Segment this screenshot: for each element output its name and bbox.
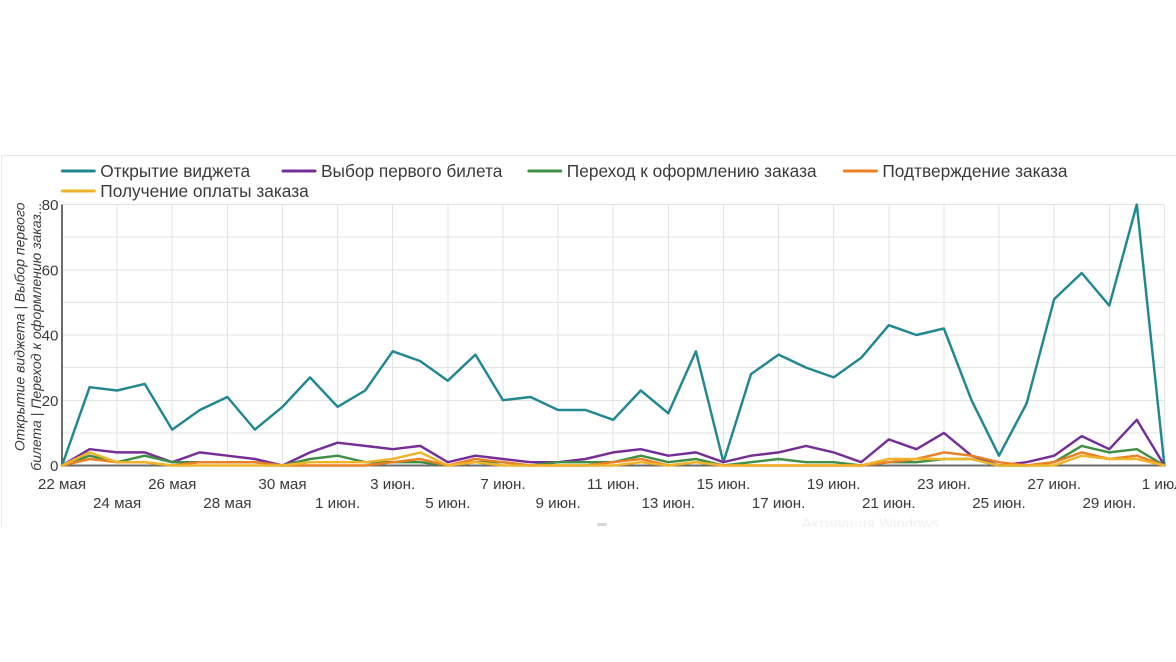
svg-text:билета | Переход к оформлению: билета | Переход к оформлению заказ...	[28, 203, 44, 471]
svg-text:Активация Windows: Активация Windows	[802, 516, 940, 533]
svg-text:Выбор первого билета: Выбор первого билета	[321, 161, 503, 181]
svg-text:22 мая: 22 мая	[38, 476, 86, 493]
svg-text:Подтверждение заказа: Подтверждение заказа	[882, 161, 1068, 181]
svg-text:9 июн.: 9 июн.	[536, 495, 581, 512]
svg-text:19 июн.: 19 июн.	[807, 476, 861, 493]
svg-text:20: 20	[42, 393, 59, 410]
svg-text:21 июн.: 21 июн.	[862, 495, 916, 512]
svg-text:26 мая: 26 мая	[148, 476, 196, 493]
svg-text:Открытие виджета | Выбор перво: Открытие виджета | Выбор первого	[11, 202, 27, 451]
svg-text:40: 40	[42, 328, 59, 345]
svg-text:23 июн.: 23 июн.	[917, 476, 971, 493]
svg-text:25 июн.: 25 июн.	[972, 495, 1026, 512]
svg-text:30 мая: 30 мая	[258, 476, 306, 493]
svg-text:Переход к оформлению заказа: Переход к оформлению заказа	[567, 161, 817, 181]
svg-text:Получение оплаты заказа: Получение оплаты заказа	[100, 181, 309, 201]
svg-text:24 мая: 24 мая	[93, 495, 141, 512]
svg-text:1 июн.: 1 июн.	[315, 495, 360, 512]
svg-text:28 мая: 28 мая	[203, 495, 251, 512]
svg-text:1 июл.: 1 июл.	[1142, 476, 1176, 493]
svg-text:3 июн.: 3 июн.	[370, 476, 415, 493]
svg-text:5 июн.: 5 июн.	[425, 495, 470, 512]
svg-text:13 июн.: 13 июн.	[641, 495, 695, 512]
svg-text:27 июн.: 27 июн.	[1027, 476, 1081, 493]
svg-text:7 июн.: 7 июн.	[480, 476, 525, 493]
svg-text:17 июн.: 17 июн.	[752, 495, 806, 512]
svg-text:15 июн.: 15 июн.	[697, 476, 751, 493]
svg-text:60: 60	[42, 262, 59, 279]
svg-text:11 июн.: 11 июн.	[587, 476, 639, 493]
svg-text:Открытие виджета: Открытие виджета	[100, 161, 250, 181]
svg-text:0: 0	[50, 458, 58, 475]
svg-text:80: 80	[42, 197, 59, 214]
svg-text:29 июн.: 29 июн.	[1082, 495, 1136, 512]
